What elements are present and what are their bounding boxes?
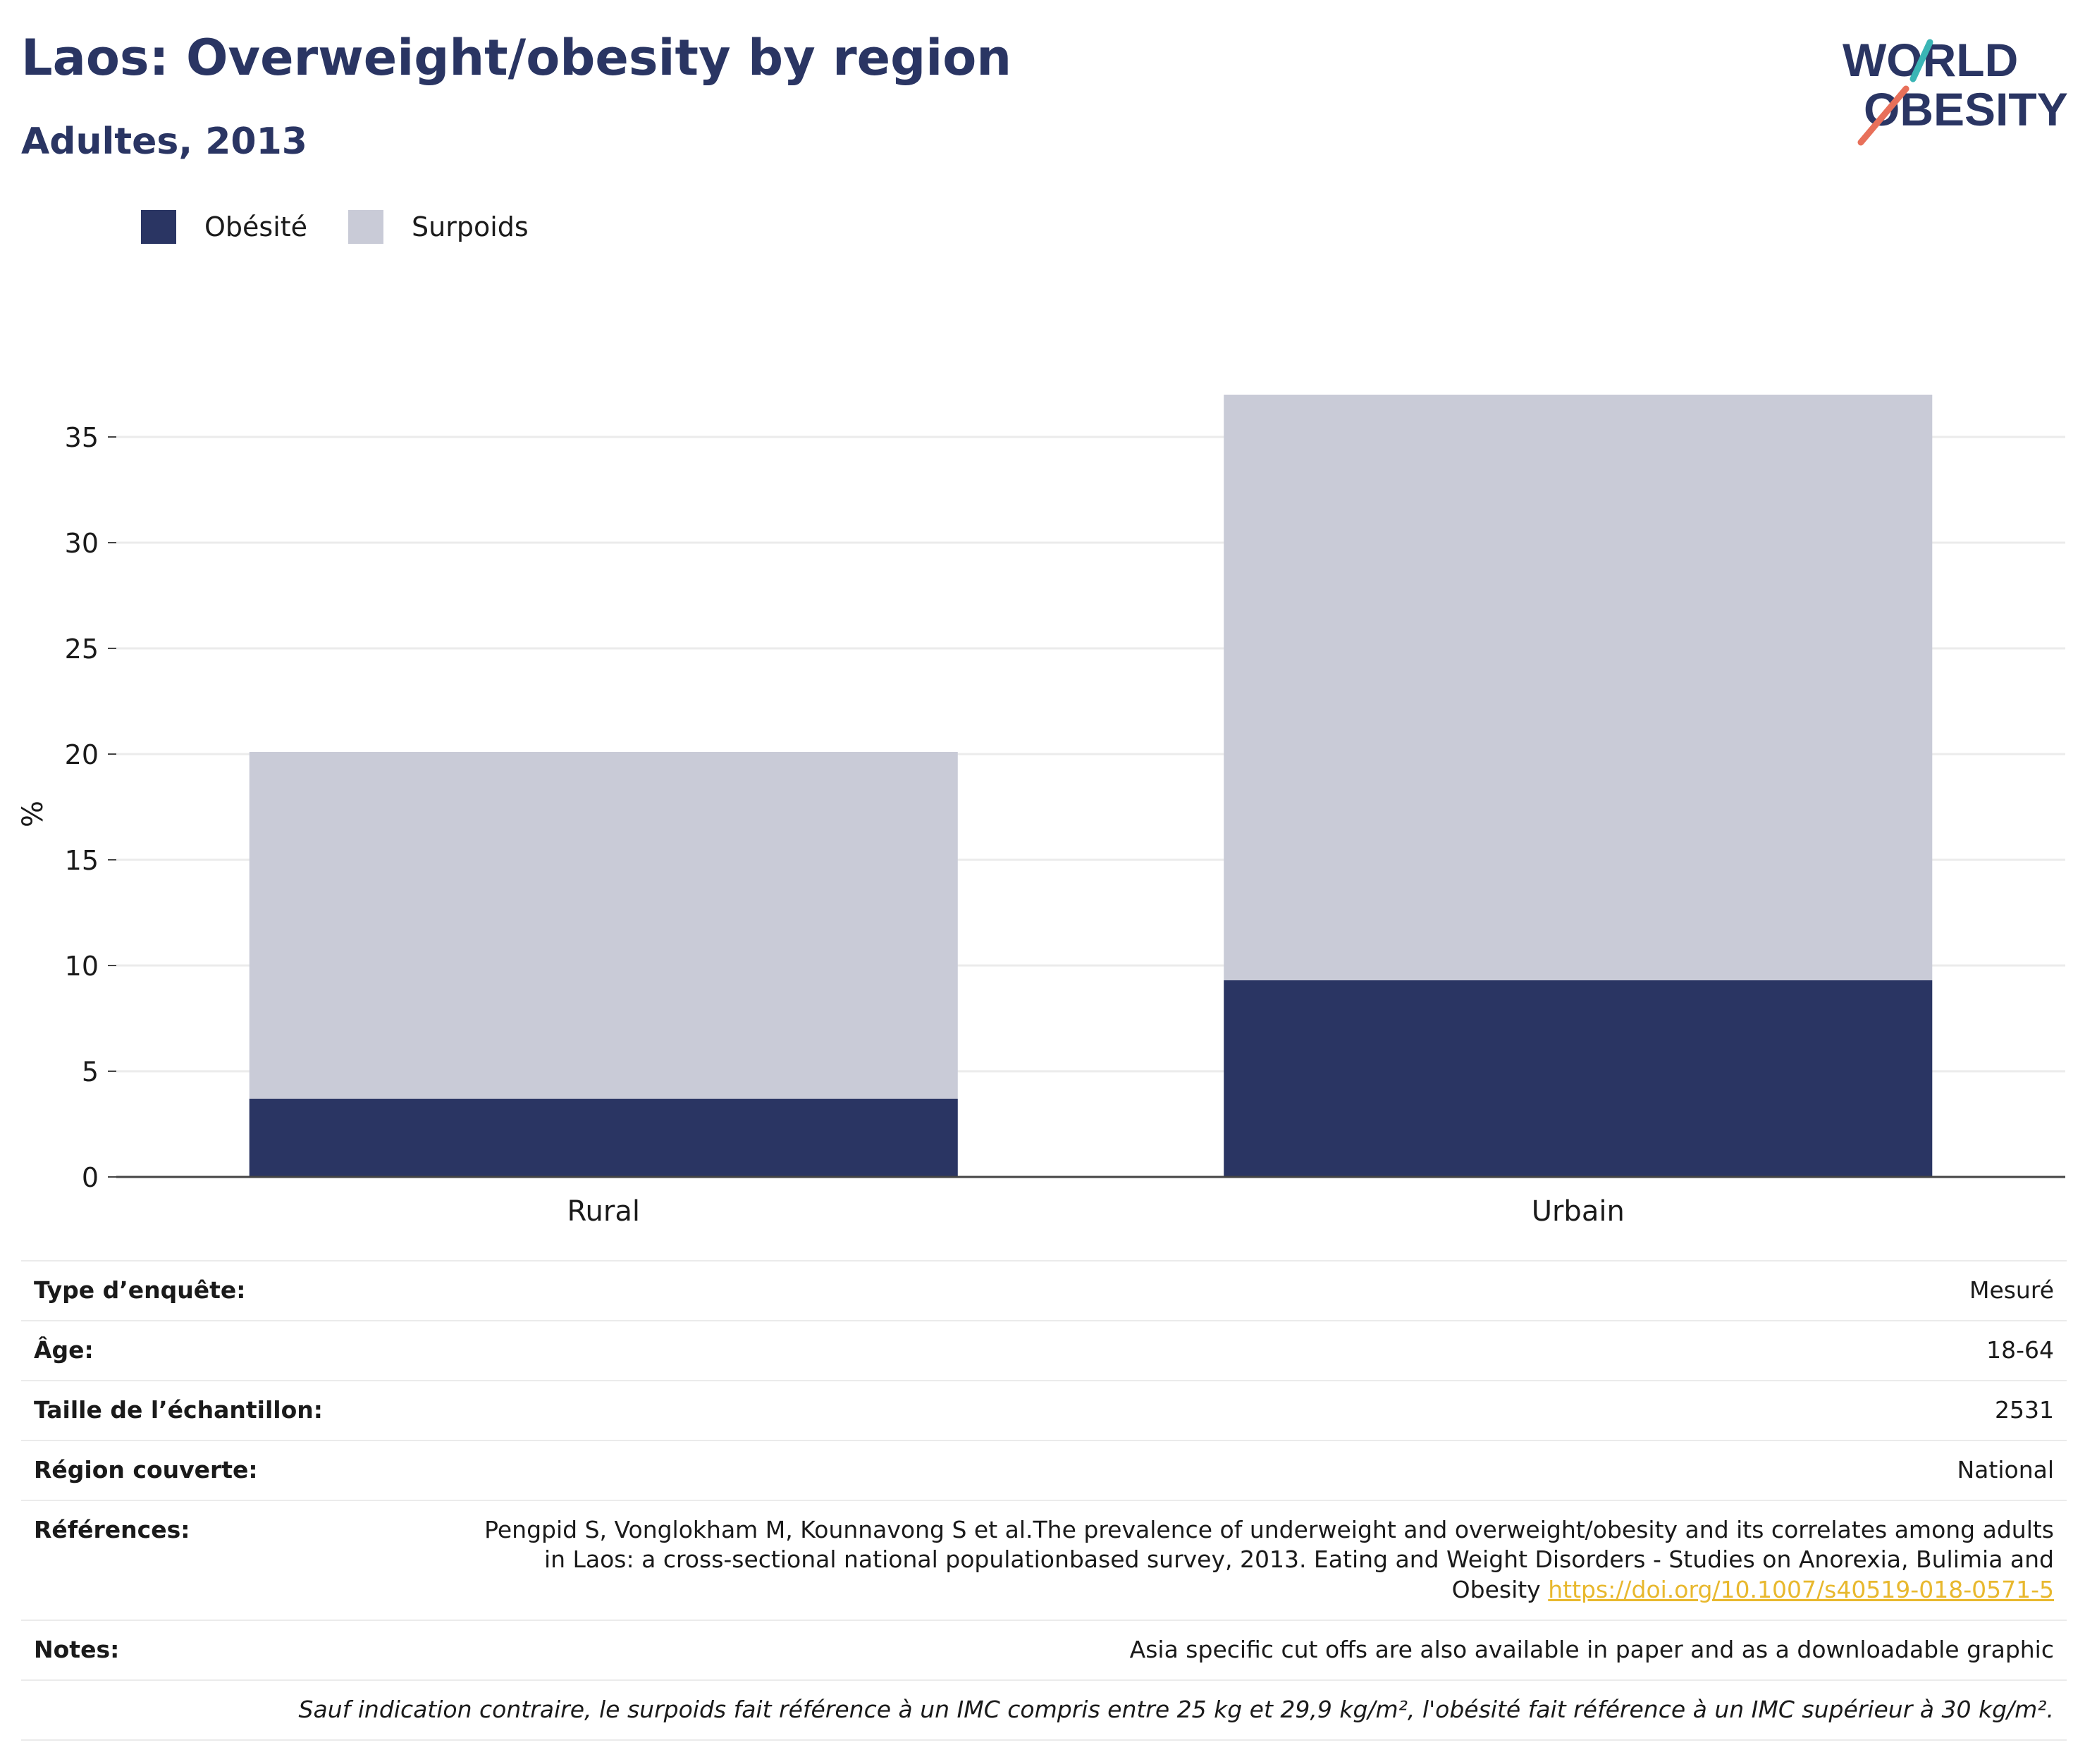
legend-item-obesity[interactable]: Obésité	[141, 210, 307, 244]
notes-row: Notes: Asia specific cut offs are also a…	[21, 1620, 2067, 1681]
references-doi-link[interactable]: https://doi.org/10.1007/s40519-018-0571-…	[1548, 1576, 2054, 1604]
chart-legend: Obésité Surpoids	[141, 210, 570, 244]
x-tick-label: Rural	[567, 1195, 640, 1228]
bar-obesity-urbain	[1224, 980, 1933, 1177]
references-row: Références: Pengpid S, Vonglokham M, Kou…	[21, 1499, 2067, 1621]
bar-layer	[249, 395, 1933, 1177]
x-tick-label: Urbain	[1532, 1195, 1625, 1228]
details-row: Taille de l’échantillon: 2531	[21, 1379, 2067, 1441]
bar-chart: 0 5 10 15 20 25 30 35 Rural Urbain %	[17, 395, 2065, 1228]
details-value: 2531	[469, 1379, 2067, 1441]
logo-word-obesity: OBESITY	[1864, 83, 2068, 135]
y-tick-label: 20	[65, 739, 99, 770]
world-obesity-logo: WORLD OBESITY	[1843, 34, 2068, 146]
legend-item-overweight[interactable]: Surpoids	[348, 210, 529, 244]
logo-slash-coral	[1857, 85, 1909, 146]
x-label-layer: Rural Urbain	[567, 1195, 1625, 1228]
details-value: National	[469, 1439, 2067, 1500]
references-value: Pengpid S, Vonglokham M, Kounnavong S et…	[469, 1499, 2067, 1621]
details-row: Type d’enquête: Mesuré	[21, 1260, 2067, 1321]
details-row: Région couverte: National	[21, 1439, 2067, 1500]
y-tick-label: 15	[65, 845, 99, 876]
references-label: Références:	[21, 1499, 469, 1621]
y-tick-label: 5	[82, 1056, 99, 1087]
bar-overweight-rural	[249, 752, 958, 1099]
details-value: 18-64	[469, 1319, 2067, 1381]
survey-details-table: Type d’enquête: Mesuré Âge: 18-64 Taille…	[21, 1260, 2067, 1741]
footnote-text: Sauf indication contraire, le surpoids f…	[21, 1679, 2067, 1741]
legend-label-overweight: Surpoids	[412, 211, 529, 242]
y-tick-label: 30	[65, 528, 99, 559]
details-label: Région couverte:	[21, 1439, 469, 1500]
notes-value: Asia specific cut offs are also availabl…	[469, 1620, 2067, 1681]
details-label: Type d’enquête:	[21, 1260, 469, 1321]
y-tick-layer: 0 5 10 15 20 25 30 35	[65, 422, 116, 1193]
chart-subtitle: Adultes, 2013	[21, 121, 307, 163]
bar-overweight-urbain	[1224, 395, 1933, 980]
legend-swatch-overweight	[348, 210, 384, 244]
y-tick-label: 25	[65, 634, 99, 665]
logo-slash-teal	[1909, 39, 1933, 82]
legend-swatch-obesity	[141, 210, 176, 244]
y-tick-label: 35	[65, 422, 99, 453]
chart-title: Laos: Overweight/obesity by region	[21, 29, 1012, 87]
footnote-row: Sauf indication contraire, le surpoids f…	[21, 1679, 2067, 1741]
notes-label: Notes:	[21, 1620, 469, 1681]
y-tick-label: 10	[65, 951, 99, 982]
references-text: Pengpid S, Vonglokham M, Kounnavong S et…	[484, 1515, 2054, 1604]
details-label: Âge:	[21, 1319, 469, 1381]
y-axis-title: %	[17, 801, 49, 827]
details-row: Âge: 18-64	[21, 1319, 2067, 1381]
legend-label-obesity: Obésité	[204, 211, 308, 242]
details-label: Taille de l’échantillon:	[21, 1379, 469, 1441]
details-value: Mesuré	[469, 1260, 2067, 1321]
bar-obesity-rural	[249, 1099, 958, 1177]
y-tick-label: 0	[82, 1162, 99, 1193]
